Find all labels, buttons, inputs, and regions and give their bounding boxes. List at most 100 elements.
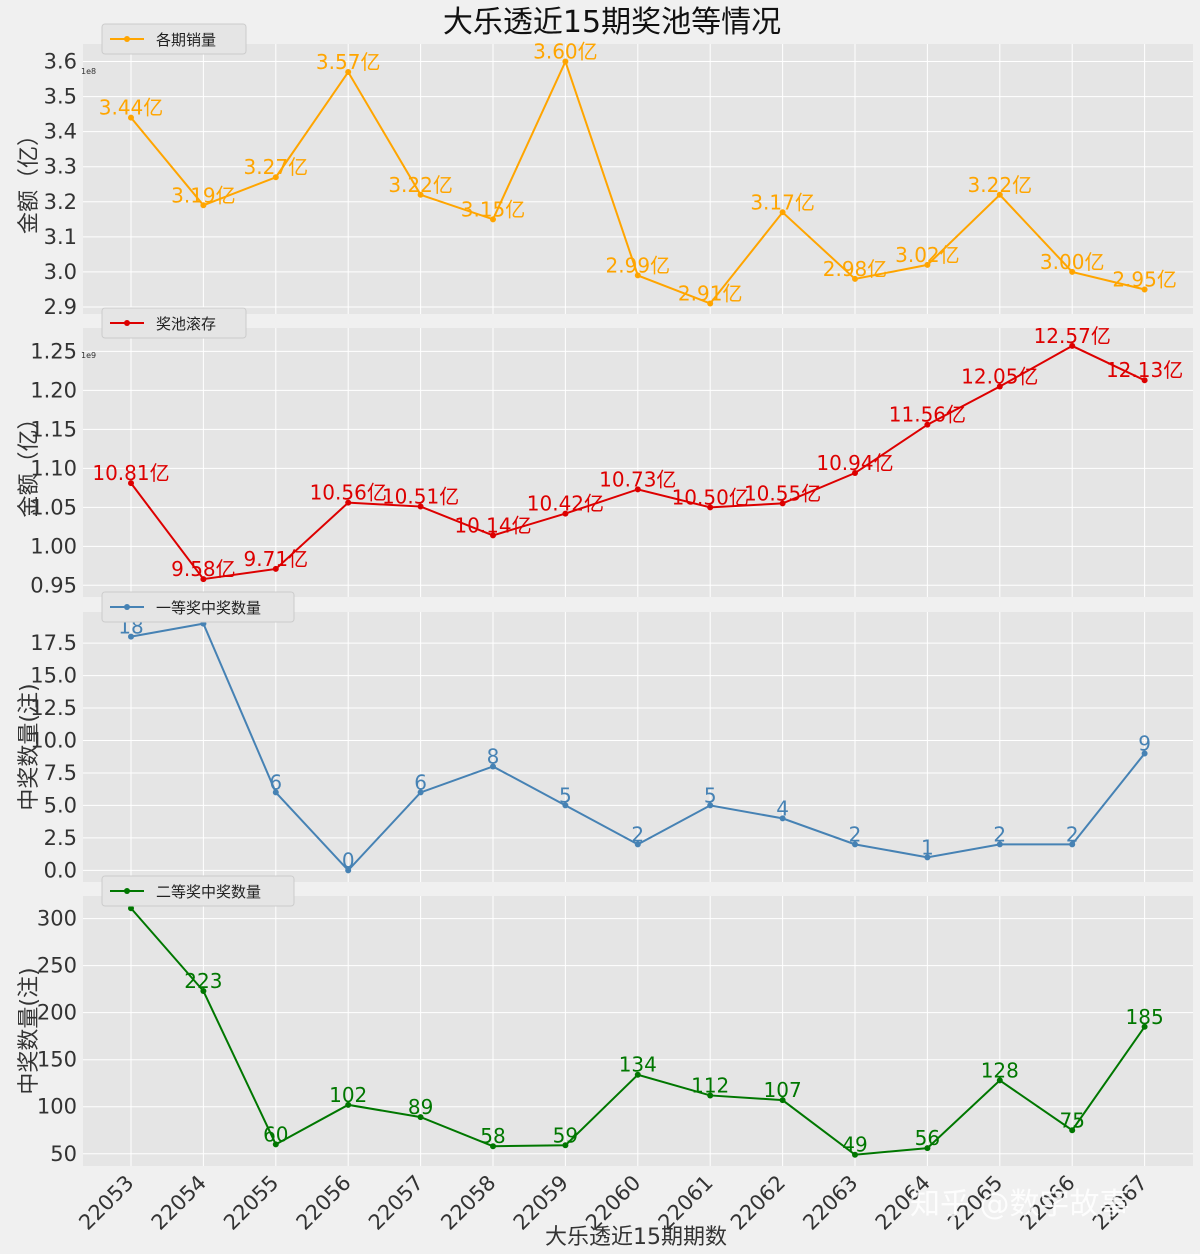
data-label: 6 (414, 770, 427, 794)
data-label: 3.17亿 (750, 190, 815, 214)
x-axis-label: 大乐透近15期期数 (545, 1225, 727, 1250)
y-tick-label: 3.2 (44, 190, 77, 214)
data-label: 12.05亿 (961, 364, 1038, 388)
data-point (417, 1114, 424, 1121)
data-point (996, 383, 1003, 390)
y-axis-label: 金额（亿） (17, 124, 42, 234)
data-point (779, 815, 786, 822)
chart-panel-2: 0.95 1.00 1.05 1.10 1.15 1.20 1.25 金额（亿） 1e9 10.8… (17, 307, 1193, 597)
y-tick-label: 250 (37, 954, 77, 978)
data-point (200, 576, 207, 583)
y-tick-label: 3.6 (44, 50, 77, 74)
legend-box (101, 591, 295, 623)
data-point (1069, 841, 1076, 848)
data-label: 10.81亿 (92, 461, 169, 485)
legend-marker (124, 888, 130, 894)
data-point (417, 503, 424, 510)
data-point (924, 1145, 931, 1152)
data-label: 3.27亿 (244, 155, 309, 179)
data-label: 3.44亿 (99, 96, 164, 120)
data-point (272, 1141, 279, 1148)
data-label: 2.98亿 (823, 257, 888, 281)
data-point (996, 1077, 1003, 1084)
chart-panels: 2.9 3.0 3.1 3.2 3.3 3.4 3.5 3.6 金额（亿） 1e8 3.44亿 3.1… (17, 23, 1193, 1235)
y-tick-label: 10.0 (30, 729, 77, 753)
data-label: 10.51亿 (382, 485, 459, 509)
data-label: 223 (184, 969, 222, 993)
y-tick-label: 3.3 (44, 155, 77, 179)
y-tick-label: 3.0 (44, 260, 77, 284)
legend: 奖池滚存 (101, 307, 247, 339)
x-tick-label: 22062 (726, 1171, 790, 1235)
data-point (490, 216, 496, 223)
legend-marker (124, 604, 130, 610)
data-point (417, 191, 424, 198)
data-point (634, 272, 641, 279)
data-label: 185 (1126, 1005, 1164, 1029)
data-label: 128 (981, 1058, 1019, 1082)
data-label: 10.94亿 (816, 451, 893, 475)
data-point (634, 1071, 641, 1078)
data-label: 9.71亿 (244, 547, 309, 571)
data-label: 3.00亿 (1040, 250, 1105, 274)
legend-marker (124, 320, 130, 326)
y-tick-label: 3.4 (44, 120, 77, 144)
data-label: 3.60亿 (533, 40, 598, 64)
data-label: 3.57亿 (316, 50, 381, 74)
data-label: 12.57亿 (1034, 324, 1111, 348)
data-point (345, 69, 352, 76)
data-point (128, 114, 134, 121)
y-tick-label: 50 (50, 1142, 77, 1166)
y-tick-label: 12.5 (30, 696, 77, 720)
data-point (1141, 750, 1148, 757)
data-label: 2 (1066, 822, 1079, 846)
y-tick-label: 100 (37, 1095, 77, 1119)
data-point (562, 510, 569, 517)
legend-label: 一等奖中奖数量 (156, 599, 261, 617)
y-tick-label: 1.25 (30, 339, 77, 363)
data-label: 89 (408, 1095, 433, 1119)
data-label: 49 (842, 1133, 867, 1157)
data-label: 2 (993, 822, 1006, 846)
chart-panel-4: 50100150200250300中奖数量(注)3112236010289585… (17, 875, 1193, 1235)
watermark-text: 知乎 @数字故事 (910, 1187, 1130, 1222)
y-offset-label: 1e8 (81, 67, 96, 76)
data-label: 0 (342, 848, 355, 872)
data-point (779, 500, 786, 507)
data-point (272, 565, 279, 572)
y-offset-label: 1e9 (81, 351, 96, 360)
data-label: 134 (619, 1053, 657, 1077)
data-point (852, 841, 858, 848)
data-label: 6 (269, 770, 282, 794)
y-tick-label: 5.0 (44, 793, 77, 817)
data-label: 10.50亿 (672, 485, 749, 509)
data-point (345, 1101, 352, 1108)
data-point (707, 1092, 714, 1099)
data-point (852, 275, 858, 282)
x-tick-label: 22058 (436, 1171, 500, 1235)
y-tick-label: 1.05 (30, 495, 77, 519)
data-point (490, 1143, 496, 1150)
data-label: 102 (329, 1083, 367, 1107)
chart-panel-3: 0.02.55.07.510.012.515.017.5中奖数量(注)18196… (17, 591, 1193, 882)
data-point (128, 905, 134, 912)
data-label: 2 (631, 822, 644, 846)
data-point (924, 854, 931, 861)
data-point (490, 763, 496, 770)
data-point (1069, 1127, 1076, 1134)
legend-marker (124, 36, 130, 42)
legend-box (101, 875, 295, 907)
chart-title: 大乐透近15期奖池等情况 (443, 5, 781, 40)
data-label: 10.55亿 (744, 481, 821, 505)
y-tick-label: 1.10 (30, 456, 77, 480)
data-point (272, 174, 279, 181)
y-tick-label: 300 (37, 907, 77, 931)
data-point (200, 988, 207, 995)
data-label: 10.14亿 (454, 513, 531, 537)
data-point (996, 191, 1003, 198)
data-label: 10.56亿 (310, 481, 387, 505)
legend-label: 二等奖中奖数量 (156, 883, 261, 901)
y-tick-label: 150 (37, 1048, 77, 1072)
data-point (634, 486, 641, 493)
x-tick-label: 22054 (147, 1171, 211, 1235)
